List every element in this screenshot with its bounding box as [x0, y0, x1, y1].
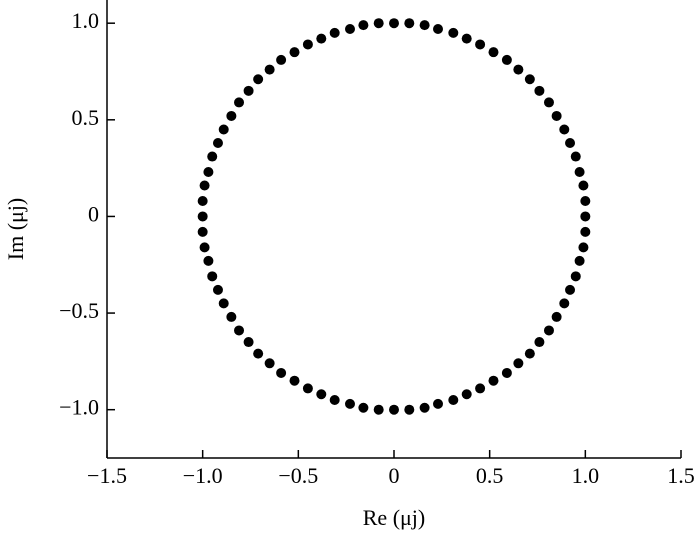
point [253, 348, 264, 359]
point [302, 39, 313, 50]
point [580, 195, 591, 206]
point [344, 398, 355, 409]
point [475, 39, 486, 50]
y-tick-label: −0.5 [59, 298, 99, 323]
point [389, 404, 399, 415]
point [461, 389, 472, 400]
point [475, 383, 486, 394]
point [580, 226, 591, 237]
point [218, 298, 229, 309]
point [234, 325, 245, 336]
point [226, 110, 237, 121]
point [329, 395, 340, 406]
point [513, 64, 524, 75]
point [433, 23, 444, 34]
point [276, 367, 287, 378]
point [358, 402, 369, 413]
point [329, 27, 340, 38]
y-tick-label: 0 [88, 201, 99, 226]
point [344, 23, 355, 34]
point [373, 18, 384, 29]
point [316, 389, 327, 400]
point [289, 47, 300, 58]
point [574, 166, 585, 177]
point [570, 271, 581, 282]
point [207, 151, 218, 162]
point [559, 298, 570, 309]
point [488, 375, 499, 386]
point [461, 33, 472, 44]
point [419, 402, 430, 413]
point [203, 166, 214, 177]
point [513, 358, 524, 369]
point [524, 348, 535, 359]
point [302, 383, 313, 394]
point [543, 325, 554, 336]
point [207, 271, 218, 282]
point [565, 284, 576, 295]
point [226, 311, 237, 322]
point [373, 404, 384, 415]
y-tick-label: 0.5 [72, 105, 100, 130]
point [565, 138, 576, 149]
x-tick-label: −1.5 [87, 463, 127, 488]
y-axis-label: Im (μj) [3, 198, 28, 261]
y-tick-label: 1.0 [72, 8, 100, 33]
point [289, 375, 300, 386]
point [524, 74, 535, 85]
point [264, 358, 275, 369]
point [358, 20, 369, 31]
point [199, 180, 210, 191]
point [570, 151, 581, 162]
point [264, 64, 275, 75]
point [234, 97, 245, 108]
point [316, 33, 327, 44]
point [197, 226, 208, 237]
point [543, 97, 554, 108]
point [488, 47, 499, 58]
point [574, 255, 585, 266]
x-tick-label: −1.0 [183, 463, 223, 488]
point [419, 20, 430, 31]
point [559, 124, 570, 135]
point [433, 398, 444, 409]
point [199, 242, 210, 253]
point [212, 138, 223, 149]
point [534, 337, 545, 348]
point [276, 54, 287, 65]
point [212, 284, 223, 295]
point [501, 367, 512, 378]
x-tick-label: 0.5 [476, 463, 504, 488]
point [404, 18, 415, 29]
point [448, 395, 459, 406]
x-tick-label: −0.5 [278, 463, 318, 488]
y-tick-label: −1.0 [59, 395, 99, 420]
point [580, 211, 591, 222]
point [203, 255, 214, 266]
point [501, 54, 512, 65]
x-tick-label: 1.0 [572, 463, 600, 488]
point [197, 211, 208, 222]
x-axis-label: Re (μj) [363, 505, 426, 530]
point [253, 74, 264, 85]
point [578, 242, 589, 253]
point [578, 180, 589, 191]
point [551, 311, 562, 322]
point [389, 18, 399, 29]
point [404, 404, 415, 415]
point [551, 110, 562, 121]
point [448, 27, 459, 38]
point [197, 195, 208, 206]
x-tick-label: 0 [389, 463, 400, 488]
point [243, 337, 254, 348]
point [243, 85, 254, 96]
x-tick-label: 1.5 [667, 463, 695, 488]
point [534, 85, 545, 96]
point [218, 124, 229, 135]
